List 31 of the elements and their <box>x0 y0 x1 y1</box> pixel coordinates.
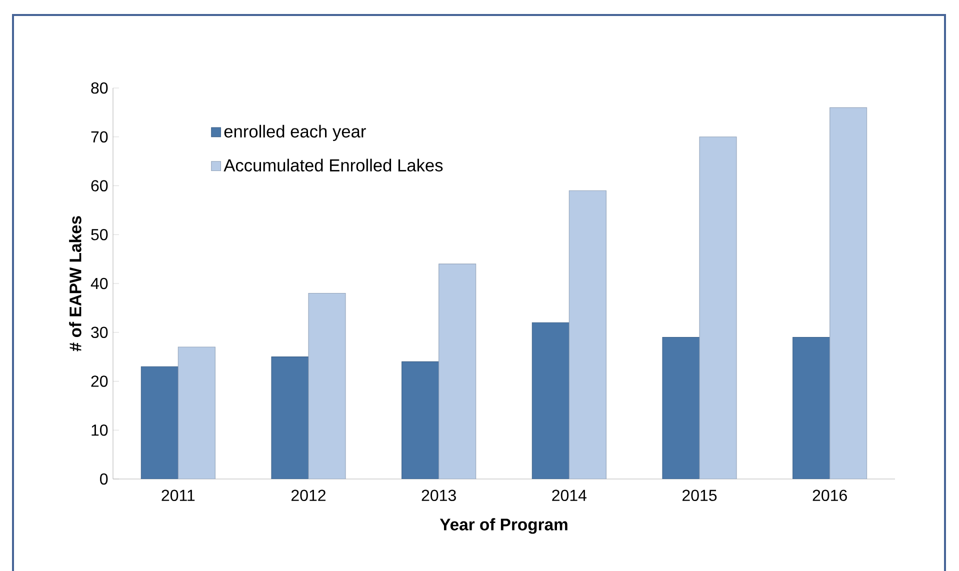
bar <box>662 336 700 479</box>
y-tick-label: 50 <box>91 228 108 240</box>
y-tick-label: 70 <box>91 131 108 143</box>
bar <box>792 336 830 479</box>
bar <box>699 136 737 479</box>
bar <box>568 190 606 479</box>
x-tick-label: 2014 <box>552 490 586 502</box>
y-tick-label: 20 <box>91 376 108 387</box>
bar <box>532 322 570 479</box>
bar <box>140 366 178 479</box>
bar <box>308 293 346 479</box>
bar <box>178 346 216 479</box>
x-axis-title: Year of Program <box>440 518 568 534</box>
y-tick-label: 80 <box>91 82 108 94</box>
bar <box>438 264 476 479</box>
legend-label: Accumulated Enrolled Lakes <box>224 158 443 172</box>
x-tick-label: 2011 <box>162 490 195 502</box>
bar <box>271 356 309 479</box>
x-tick-label: 2016 <box>812 490 847 502</box>
y-axis-title: # of EAPW Lakes <box>69 216 82 352</box>
y-tick-label: 10 <box>92 424 108 436</box>
y-tick-label: 40 <box>90 278 108 290</box>
x-tick-label: 2015 <box>682 490 717 502</box>
y-tick-label: 30 <box>91 326 108 338</box>
x-tick-label: 2013 <box>422 490 456 502</box>
y-tick-label: 60 <box>91 180 108 192</box>
bar <box>402 361 440 479</box>
bar <box>830 107 868 479</box>
y-tick-label: 0 <box>100 473 108 485</box>
x-tick-label: 2012 <box>292 490 326 502</box>
legend-label: enrolled each year <box>224 124 366 142</box>
